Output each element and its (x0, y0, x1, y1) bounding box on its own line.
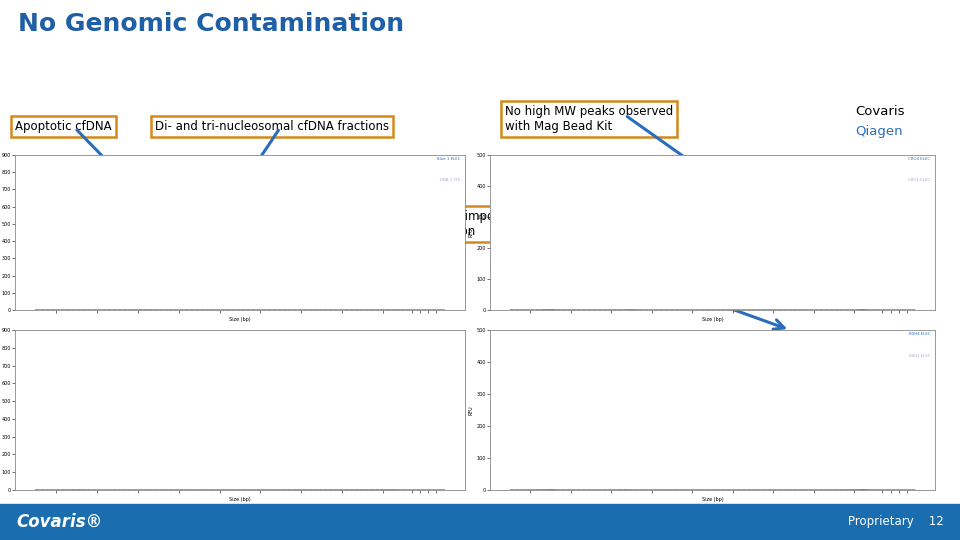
X-axis label: Size (bp): Size (bp) (229, 317, 251, 322)
Y-axis label: RFU: RFU (468, 228, 473, 237)
Text: CRO4 ELEC: CRO4 ELEC (908, 157, 930, 160)
Text: B0H1 ELEC: B0H1 ELEC (909, 354, 930, 358)
Text: Proprietary    12: Proprietary 12 (849, 516, 944, 529)
Text: Apoptotic cfDNA: Apoptotic cfDNA (15, 120, 111, 133)
X-axis label: Size (bp): Size (bp) (229, 497, 251, 502)
Text: No Genomic Contamination: No Genomic Contamination (18, 12, 404, 36)
Text: DNA 1 FTE: DNA 1 FTE (440, 178, 461, 182)
Text: Covaris®: Covaris® (16, 513, 103, 531)
Text: Covaris: Covaris (855, 105, 904, 118)
Y-axis label: RFU: RFU (468, 405, 473, 415)
Text: No high MW peaks observed
with Mag Bead Kit: No high MW peaks observed with Mag Bead … (505, 105, 673, 133)
Text: Qiagen: Qiagen (855, 125, 902, 138)
Bar (0, 504, 960, 540)
Text: Di- and tri-nucleosomal cfDNA fractions: Di- and tri-nucleosomal cfDNA fractions (155, 120, 389, 133)
Text: B0H4 ELEC: B0H4 ELEC (909, 332, 930, 335)
Text: No peak, BUT still higher MW fraction – important
if looking at non-apoptotic cf: No peak, BUT still higher MW fraction – … (230, 210, 523, 238)
X-axis label: Size (bp): Size (bp) (702, 317, 723, 322)
X-axis label: Size (bp): Size (bp) (702, 497, 723, 502)
Text: Blue 1 ELEC: Blue 1 ELEC (437, 157, 461, 160)
Text: CRO1 ELEC: CRO1 ELEC (908, 178, 930, 182)
